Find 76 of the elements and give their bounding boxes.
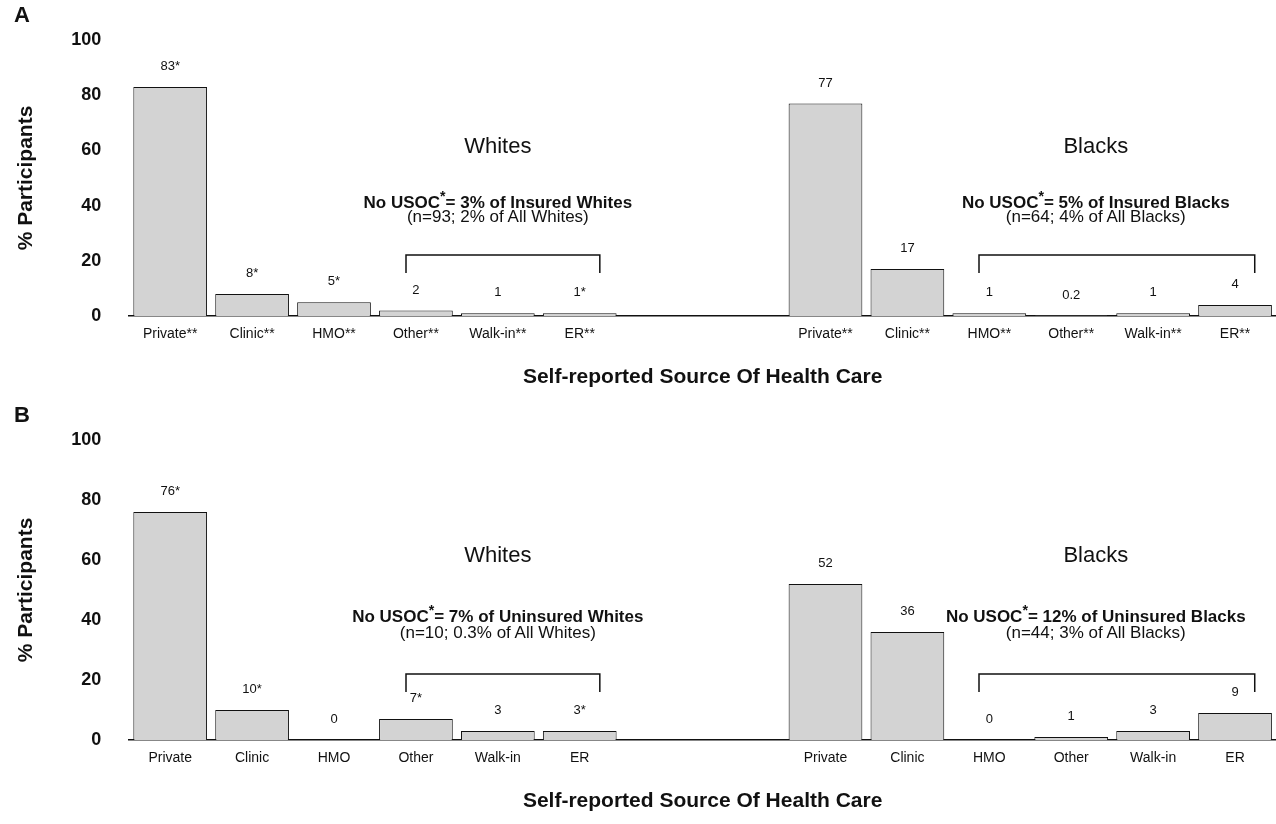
data-label: 4 bbox=[1231, 276, 1239, 292]
x-tick-label: HMO** bbox=[312, 325, 357, 342]
x-tick-label: ER** bbox=[564, 325, 596, 342]
y-tick-label: 80 bbox=[81, 488, 102, 509]
x-tick-label: ER bbox=[570, 749, 590, 766]
data-label: 1 bbox=[494, 284, 502, 300]
annotation: No USOC$^{*}$= 12% of Uninsured Blacks bbox=[945, 602, 1246, 626]
y-tick-label: 20 bbox=[81, 668, 102, 689]
y-axis-title: % Participants bbox=[13, 105, 37, 251]
x-tick-label: Other bbox=[398, 749, 434, 766]
data-label: 7* bbox=[409, 690, 423, 706]
text: B bbox=[14, 402, 30, 428]
y-tick-label: 100 bbox=[71, 28, 102, 49]
data-label: 8* bbox=[245, 265, 259, 280]
data-label: 1* bbox=[573, 284, 586, 300]
data-label: 1 bbox=[1067, 708, 1075, 724]
x-tick-label: Other** bbox=[1048, 325, 1095, 342]
x-tick-label: HMO** bbox=[967, 325, 1012, 342]
x-axis-title: Self-reported Source Of Health Care bbox=[522, 788, 883, 812]
x-tick-label: Clinic bbox=[890, 749, 925, 766]
y-tick-label: 0 bbox=[91, 728, 102, 749]
x-tick-label: Private** bbox=[142, 325, 198, 342]
annotation: (n=64; 4% of All Blacks) bbox=[1005, 207, 1186, 228]
data-label: 10* bbox=[242, 681, 262, 697]
data-label: 0 bbox=[985, 711, 993, 727]
data-label: 0.2 bbox=[1062, 286, 1081, 302]
data-label: 3 bbox=[494, 702, 502, 718]
x-tick-label: Other bbox=[1053, 749, 1090, 766]
x-tick-label: Other** bbox=[392, 325, 440, 342]
x-tick-label: Walk-in** bbox=[1124, 325, 1183, 342]
x-tick-label: Private bbox=[148, 749, 193, 766]
x-tick-label: Walk-in bbox=[1130, 749, 1177, 766]
y-tick-label: 40 bbox=[81, 194, 102, 215]
x-tick-label: Clinic bbox=[234, 749, 270, 766]
x-tick-label: HMO bbox=[972, 749, 1006, 766]
data-label: 52 bbox=[818, 555, 833, 571]
y-axis-title: % Participants bbox=[13, 517, 37, 663]
data-label: 5* bbox=[327, 273, 341, 289]
annotation: No USOC$^{*}$= 7% of Uninsured Whites bbox=[352, 602, 644, 626]
data-label: 83* bbox=[160, 58, 180, 73]
x-tick-label: Clinic** bbox=[229, 325, 276, 342]
annotation: (n=44; 3% of All Blacks) bbox=[1005, 623, 1186, 643]
x-tick-label: Private** bbox=[798, 325, 854, 342]
y-tick-label: 100 bbox=[71, 428, 102, 449]
x-tick-label: Clinic** bbox=[884, 325, 931, 342]
x-tick-label: ER** bbox=[1219, 325, 1251, 342]
annotation: (n=10; 0.3% of All Whites) bbox=[399, 623, 596, 643]
annotation: Whites bbox=[464, 542, 532, 568]
data-label: 77 bbox=[818, 74, 833, 90]
data-label: 76* bbox=[160, 483, 180, 499]
data-label: 2 bbox=[412, 281, 420, 297]
data-label: 17 bbox=[900, 240, 915, 256]
annotation: Whites bbox=[464, 132, 532, 159]
y-tick-label: 60 bbox=[81, 139, 102, 160]
x-tick-label: Walk-in bbox=[474, 749, 521, 766]
data-label: 3* bbox=[573, 702, 586, 718]
y-tick-label: 60 bbox=[81, 548, 102, 569]
data-label: 1 bbox=[1149, 284, 1157, 300]
x-tick-label: ER bbox=[1225, 749, 1245, 766]
y-tick-label: 0 bbox=[91, 304, 102, 325]
text: A bbox=[14, 2, 30, 28]
annotation: Blacks bbox=[1063, 542, 1129, 568]
annotation: Blacks bbox=[1063, 132, 1129, 159]
data-label: 1 bbox=[985, 284, 993, 300]
data-label: 36 bbox=[900, 603, 915, 619]
data-label: 0 bbox=[330, 711, 338, 727]
y-tick-label: 80 bbox=[81, 84, 102, 105]
x-tick-label: Walk-in** bbox=[469, 325, 527, 342]
data-label: 9 bbox=[1231, 684, 1239, 700]
x-tick-label: Private bbox=[803, 749, 848, 766]
x-tick-label: HMO bbox=[317, 749, 351, 766]
annotation: (n=93; 2% of All Whites) bbox=[406, 207, 589, 228]
y-tick-label: 40 bbox=[81, 608, 102, 629]
y-tick-label: 20 bbox=[81, 249, 102, 270]
data-label: 3 bbox=[1149, 702, 1157, 718]
x-axis-title: Self-reported Source Of Health Care bbox=[522, 364, 883, 388]
